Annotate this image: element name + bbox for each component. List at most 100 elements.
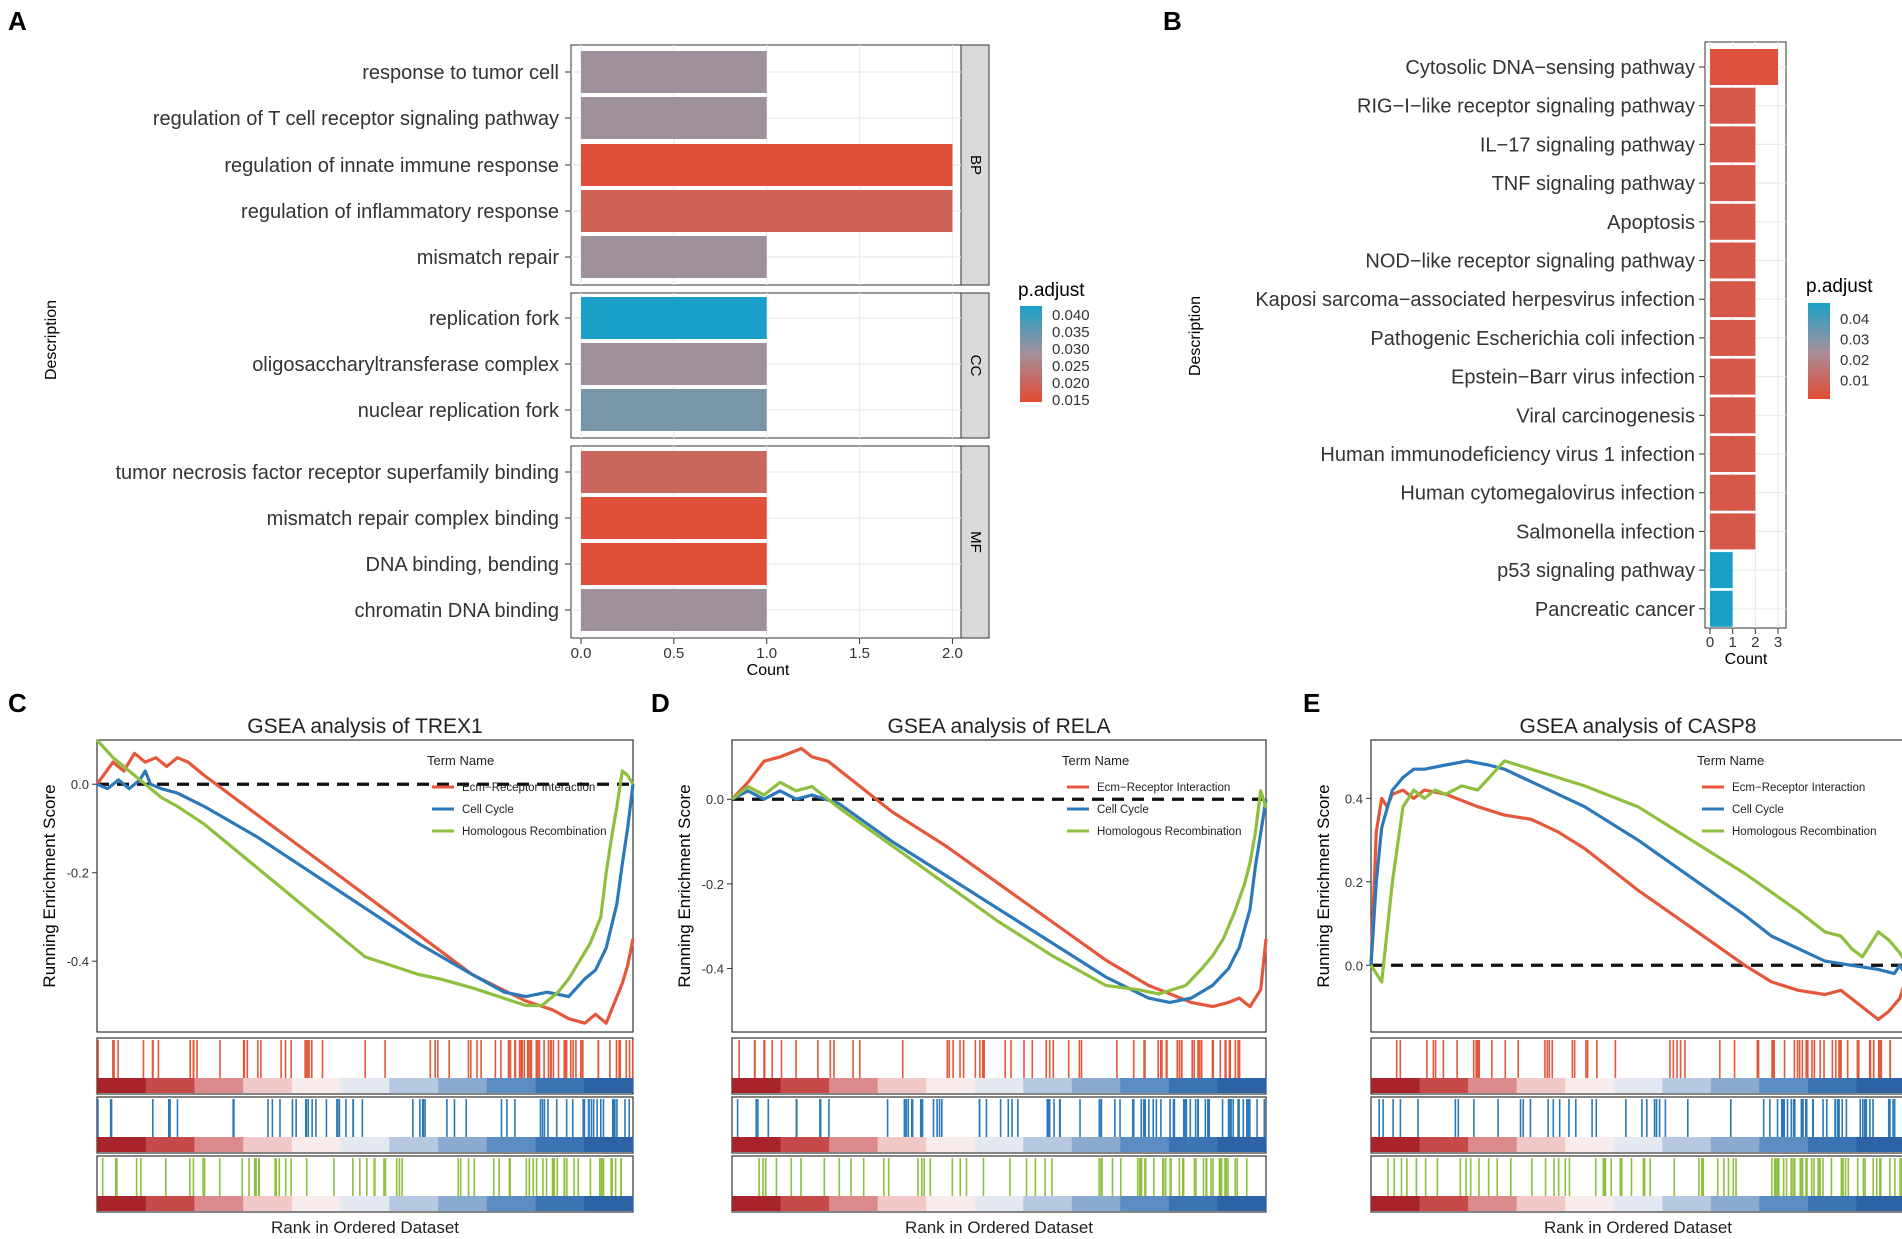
rank-heat-cell <box>1419 1137 1469 1152</box>
legend-label: Homologous Recombination <box>1097 826 1241 838</box>
series-line <box>1369 759 1902 984</box>
rank-heat-cell <box>340 1137 390 1152</box>
rank-heat-cell <box>1217 1137 1267 1152</box>
x-tick-label: 1 <box>1728 634 1736 651</box>
rank-heat-cell <box>1120 1137 1170 1152</box>
category-label: DNA binding, bending <box>366 554 559 576</box>
rank-heat-cell <box>1168 1137 1218 1152</box>
rank-heat-cell <box>1217 1196 1267 1211</box>
rank-heat-cell <box>926 1196 976 1211</box>
rank-heat-cell <box>486 1137 537 1152</box>
chart-title: GSEA analysis of TREX1 <box>247 715 482 738</box>
rank-heat-cell <box>829 1196 879 1211</box>
rank-heat-cell <box>974 1196 1024 1211</box>
rank-heat-cell <box>1168 1078 1218 1093</box>
x-tick-label: 1.5 <box>849 645 870 662</box>
legend-label: Ecm−Receptor Interaction <box>1732 782 1865 794</box>
rank-heat-cell <box>1371 1078 1421 1093</box>
rank-heat-cell <box>780 1078 830 1093</box>
bar <box>1710 590 1733 627</box>
rank-heat-cell <box>1516 1078 1566 1093</box>
rank-heat-cell <box>389 1137 439 1152</box>
rank-heat-cell <box>1023 1078 1073 1093</box>
rank-heat-cell <box>194 1137 244 1152</box>
x-tick-label: 2.0 <box>942 645 963 662</box>
bar <box>581 51 767 93</box>
rank-heat-cell <box>1468 1196 1518 1211</box>
rank-heat-cell <box>1613 1137 1663 1152</box>
panel-e: E GSEA analysis of CASP8 Running Enrichmen… <box>1303 688 1902 1237</box>
rank-heat-cell <box>340 1078 390 1093</box>
category-label: Cytosolic DNA−sensing pathway <box>1405 57 1695 79</box>
x-tick-label: 0.5 <box>663 645 684 662</box>
rank-heat-cell <box>732 1078 782 1093</box>
rank-heat-cell <box>1613 1196 1663 1211</box>
rank-heat-cell <box>535 1137 585 1152</box>
rank-heat-cell <box>1023 1196 1073 1211</box>
series-line <box>1369 759 1902 976</box>
rank-heat-cell <box>145 1078 195 1093</box>
category-label: IL−17 signaling pathway <box>1480 134 1695 156</box>
y-tick-label: -0.4 <box>702 962 724 977</box>
series-line <box>95 751 635 1025</box>
rank-heat-cell <box>1662 1078 1712 1093</box>
legend-tick-label: 0.040 <box>1052 307 1090 324</box>
category-label: Apoptosis <box>1607 212 1695 234</box>
panel-d: D GSEA analysis of RELA Running Enrichment… <box>651 688 1268 1237</box>
rank-heat-cell <box>97 1137 147 1152</box>
rank-heat-cell <box>291 1078 342 1093</box>
category-label: Pathogenic Escherichia coli infection <box>1370 328 1695 350</box>
rank-heat-cell <box>1565 1137 1615 1152</box>
series-line <box>96 769 635 999</box>
y-tick-label: 0.4 <box>1345 791 1363 806</box>
legend-colorbar <box>1020 306 1042 402</box>
rank-heat-cell <box>535 1078 585 1093</box>
rank-heat-cell <box>1071 1078 1121 1093</box>
bar <box>1710 165 1756 202</box>
bar <box>1710 87 1756 124</box>
rank-heat-cell <box>145 1196 195 1211</box>
facet-strip <box>960 445 990 639</box>
category-label: NOD−like receptor signaling pathway <box>1365 251 1695 273</box>
facet-label: CC <box>967 355 984 377</box>
rank-heat-cell <box>1419 1078 1469 1093</box>
y-axis-title: Running Enrichment Score <box>675 784 694 987</box>
rank-heat-cell <box>1023 1137 1073 1152</box>
category-label: nuclear replication fork <box>358 400 560 422</box>
rank-heat-cell <box>1759 1137 1809 1152</box>
legend-tick-label: 0.01 <box>1840 373 1869 390</box>
legend-title: p.adjust <box>1806 276 1873 297</box>
rank-heat-cell <box>1120 1196 1170 1211</box>
rank-heat-cell <box>1856 1196 1902 1211</box>
rank-heat-cell <box>1468 1137 1518 1152</box>
rank-heat-cell <box>438 1137 488 1152</box>
rank-heat-cell <box>877 1078 927 1093</box>
rank-heat-cell <box>1856 1137 1902 1152</box>
bar <box>1710 203 1756 240</box>
legend-colorbar <box>1808 303 1830 399</box>
legend-label: Ecm−Receptor Interaction <box>462 782 595 794</box>
category-label: Kaposi sarcoma−associated herpesvirus in… <box>1255 289 1695 311</box>
rank-heat-cell <box>1168 1196 1218 1211</box>
legend-label: Cell Cycle <box>1732 804 1784 816</box>
rank-heat-cell <box>1419 1196 1469 1211</box>
facet-label: BP <box>967 155 984 175</box>
x-tick-label: 1.0 <box>756 645 777 662</box>
category-label: TNF signaling pathway <box>1492 173 1695 195</box>
category-label: regulation of inflammatory response <box>241 201 559 223</box>
rank-heat-cell <box>291 1137 342 1152</box>
rank-heat-cell <box>243 1137 293 1152</box>
legend-tick-label: 0.02 <box>1840 352 1869 369</box>
y-tick-label: -0.4 <box>67 954 89 969</box>
rank-heat-cell <box>1516 1137 1566 1152</box>
rank-heat-cell <box>926 1137 976 1152</box>
rank-heat-cell <box>829 1137 879 1152</box>
bar <box>1710 513 1756 550</box>
bar <box>581 343 767 385</box>
legend-tick-label: 0.035 <box>1052 324 1090 341</box>
legend-title: p.adjust <box>1018 280 1085 301</box>
category-label: Human cytomegalovirus infection <box>1400 483 1695 505</box>
rank-heat-cell <box>97 1196 147 1211</box>
facet-label: MF <box>967 531 984 553</box>
rank-heat-cell <box>1120 1078 1170 1093</box>
